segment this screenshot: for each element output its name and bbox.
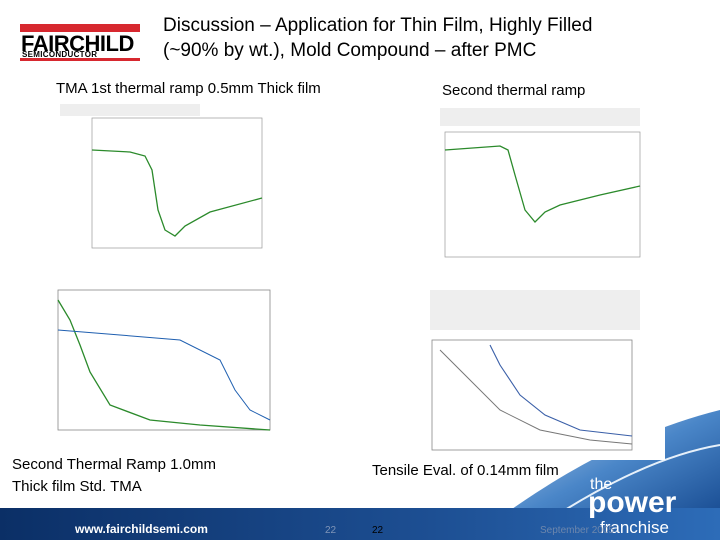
caption: TMA 1st thermal ramp 0.5mm Thick film — [56, 80, 321, 97]
chart-image — [432, 100, 665, 270]
logo-sub: SEMICONDUCTOR — [22, 50, 98, 59]
chart-image — [55, 100, 295, 262]
title-line: Discussion – Application for Thin Film, … — [163, 15, 593, 36]
caption: Second Thermal Ramp 1.0mm — [12, 456, 216, 473]
brand: franchise — [600, 518, 669, 537]
logo-stripe — [20, 58, 140, 61]
logo-name: FAIRCHILD — [21, 31, 134, 56]
footer-date: September 2005 — [540, 525, 614, 536]
caption: Second thermal ramp — [442, 82, 586, 99]
logo-stripe — [20, 24, 140, 32]
chart-image — [420, 285, 665, 460]
footer-bar — [0, 508, 720, 540]
caption: Thick film Std. TMA — [12, 478, 142, 495]
brand: power — [588, 486, 677, 519]
title-line: (~90% by wt.), Mold Compound – after PMC — [163, 40, 537, 61]
caption: Tensile Eval. of 0.14mm film — [372, 462, 559, 479]
chart-image — [35, 270, 320, 445]
footer-url: www.fairchildsemi.com — [75, 522, 208, 536]
page-number: 22 — [325, 525, 337, 536]
brand: the — [590, 476, 613, 493]
page-number: 22 — [372, 525, 384, 536]
